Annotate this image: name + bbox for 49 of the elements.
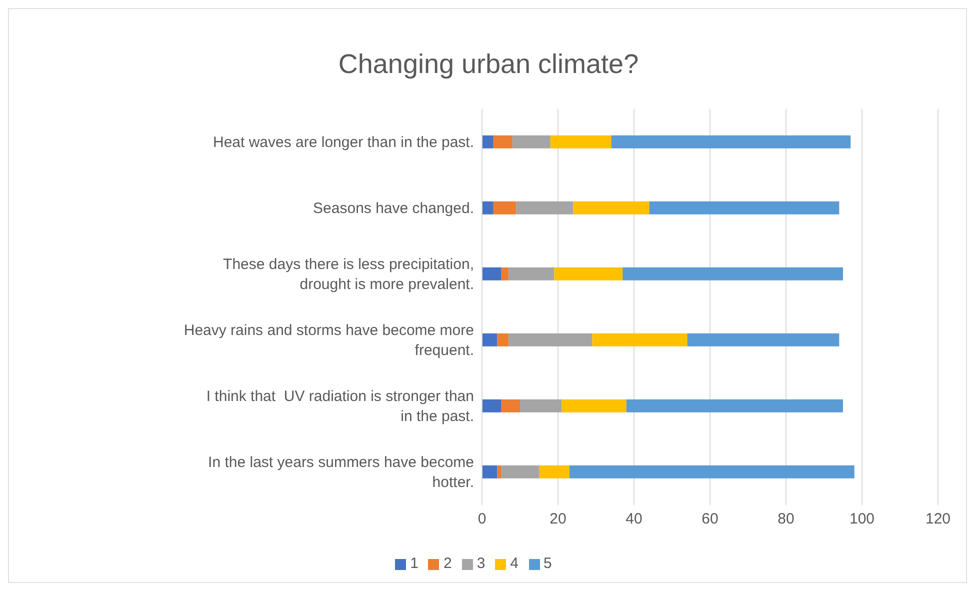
- y-tick-label: These days there is less precipitation, drought is more prevalent.: [223, 256, 474, 293]
- y-tick-label: Heavy rains and storms have become more frequent.: [184, 322, 474, 359]
- bar: [592, 333, 688, 346]
- x-tick-label: 0: [478, 510, 486, 528]
- x-tick-label: 60: [702, 510, 718, 528]
- bar: [482, 333, 498, 346]
- x-tick-label: 40: [626, 510, 642, 528]
- bar: [501, 465, 539, 478]
- bar: [497, 333, 509, 346]
- bar: [562, 399, 626, 412]
- bar: [516, 201, 574, 214]
- bar: [512, 135, 550, 148]
- legend-label: 2: [443, 555, 452, 572]
- bar: [501, 267, 509, 280]
- legend-label: 4: [510, 555, 519, 572]
- bar: [508, 267, 554, 280]
- x-tick-label: 80: [778, 510, 794, 528]
- bar: [482, 267, 501, 280]
- x-tick-label: 20: [550, 510, 566, 528]
- bar: [493, 201, 516, 214]
- bar: [554, 267, 623, 280]
- bar: [573, 201, 650, 214]
- bar: [687, 333, 840, 346]
- bar: [611, 135, 851, 148]
- legend-label: 1: [410, 555, 418, 572]
- bar: [497, 465, 501, 478]
- bar: [482, 201, 494, 214]
- y-tick-label: I think that UV radiation is stronger than in the past.: [206, 388, 474, 425]
- bar: [550, 135, 612, 148]
- bar: [649, 201, 840, 214]
- bar: [501, 399, 520, 412]
- x-tick-label: 120: [925, 510, 951, 528]
- bar: [482, 135, 494, 148]
- bar: [622, 267, 843, 280]
- bar: [482, 465, 498, 478]
- bar: [508, 333, 592, 346]
- bar: [493, 135, 512, 148]
- y-tick-label: Seasons have changed.: [313, 200, 474, 217]
- x-tick-label: 100: [849, 510, 875, 528]
- chart-title: Changing urban climate?: [337, 49, 640, 80]
- y-tick-label: Heat waves are longer than in the past.: [213, 134, 474, 151]
- bar: [539, 465, 570, 478]
- legend-label: 5: [544, 555, 552, 572]
- bar: [569, 465, 854, 478]
- bar: [482, 399, 501, 412]
- y-tick-label: In the last years summers have become hotter.: [208, 454, 474, 491]
- bar: [520, 399, 562, 412]
- legend-label: 3: [476, 555, 486, 572]
- bar: [626, 399, 843, 412]
